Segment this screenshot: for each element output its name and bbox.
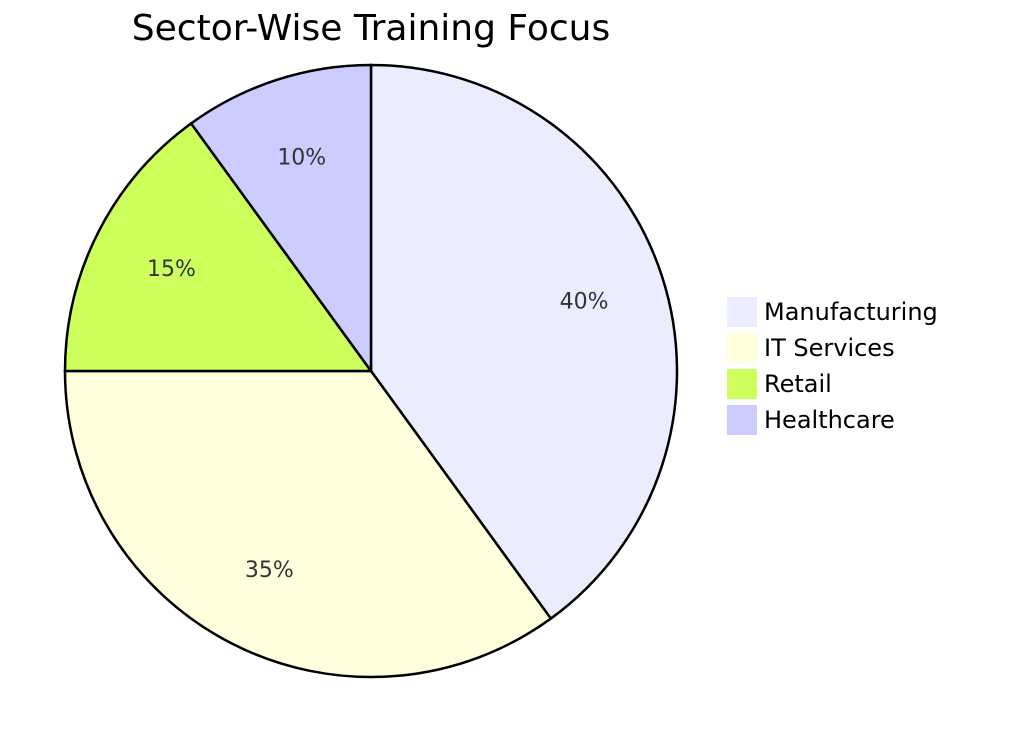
pie-slice-healthcare (189, 63, 373, 375)
pie-slice-retail (63, 121, 374, 373)
legend-label: Manufacturing (764, 298, 938, 326)
pie-slice-it-services (63, 369, 553, 679)
legend: Manufacturing IT Services Retail Healthcare (727, 297, 938, 435)
pie-slice-manufacturing (369, 63, 679, 621)
legend-swatch (727, 369, 757, 399)
slice-percent-label: 10% (277, 145, 326, 170)
legend-label: IT Services (764, 334, 895, 362)
slice-percent-label: 35% (245, 558, 294, 583)
pie-slice-labels: 40% 35% 15% 10% (147, 145, 609, 583)
slice-percent-label: 15% (147, 257, 196, 282)
legend-label: Healthcare (764, 406, 895, 434)
slice-percent-label: 40% (560, 289, 609, 314)
legend-label: Retail (764, 370, 832, 398)
legend-swatch (727, 297, 757, 327)
legend-swatch (727, 405, 757, 435)
legend-swatch (727, 333, 757, 363)
chart-title: Sector-Wise Training Focus (132, 8, 610, 49)
pie-slices (63, 63, 679, 679)
